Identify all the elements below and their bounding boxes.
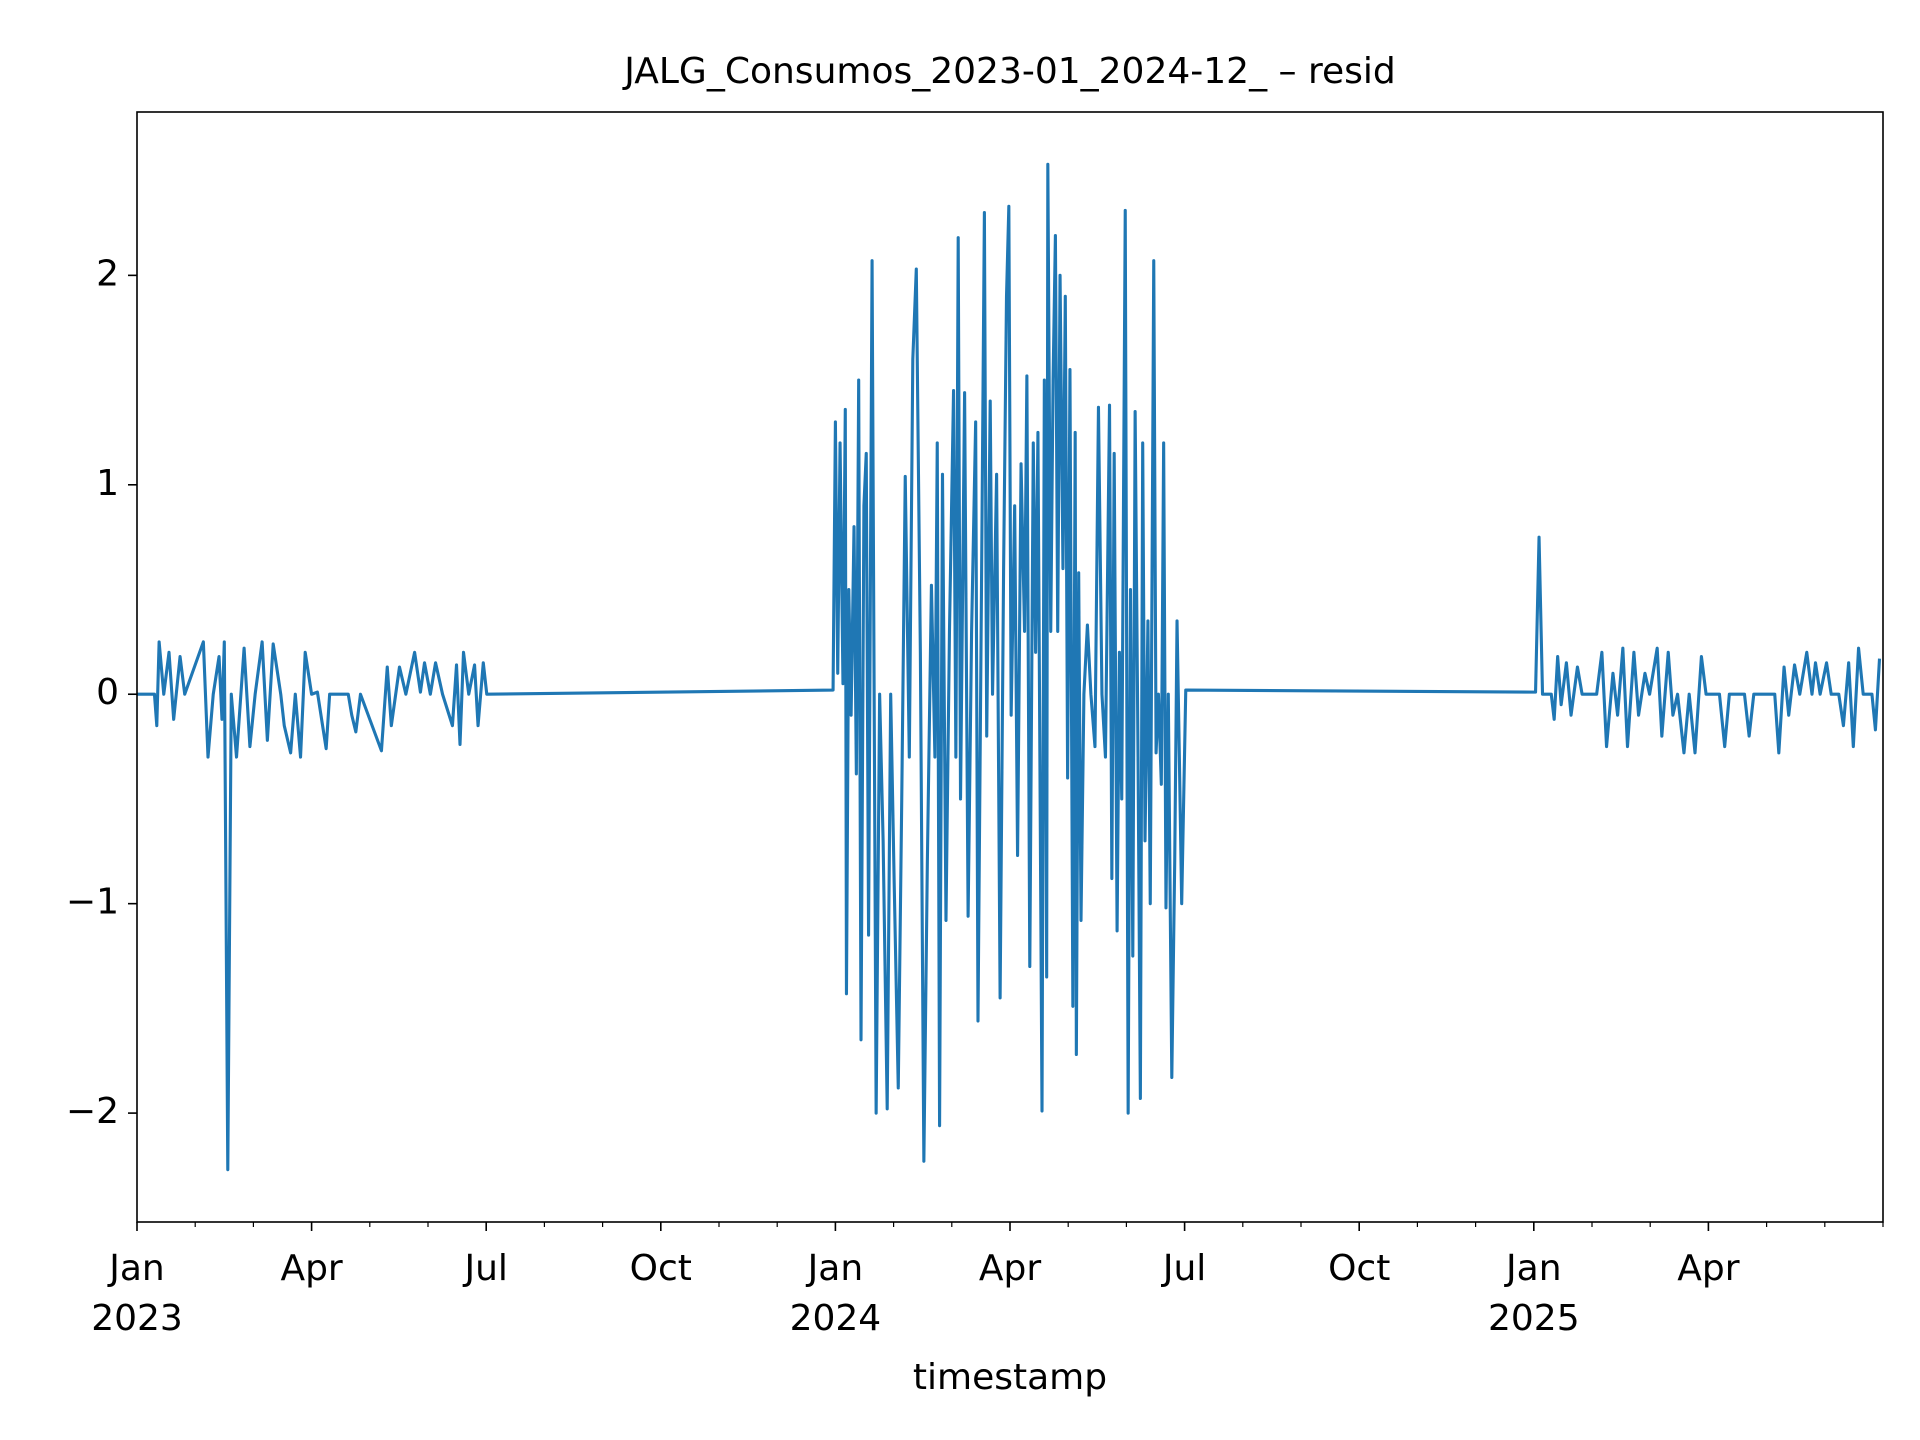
x-tick-label: Oct <box>1328 1248 1390 1289</box>
y-tick-label: −1 <box>66 882 119 923</box>
x-tick-label: Apr <box>1677 1248 1739 1289</box>
x-tick-label: Jan 2024 <box>790 1248 882 1339</box>
y-tick-label: 0 <box>96 672 119 713</box>
x-tick-label: Oct <box>630 1248 692 1289</box>
x-tick-label: Jan 2025 <box>1488 1248 1580 1339</box>
chart-title: JALG_Consumos_2023-01_2024-12_ – resid <box>622 51 1395 92</box>
y-tick-label: 2 <box>96 253 119 294</box>
x-tick-label: Jul <box>1161 1248 1206 1289</box>
x-axis-label: timestamp <box>913 1357 1107 1398</box>
x-tick-label: Apr <box>280 1248 342 1289</box>
y-tick-label: −2 <box>66 1091 119 1132</box>
x-tick-label: Apr <box>979 1248 1041 1289</box>
plot-frame <box>136 111 1884 1223</box>
data-line <box>137 162 1882 1172</box>
x-tick-label: Jul <box>462 1248 507 1289</box>
x-tick-label: Jan 2023 <box>91 1248 183 1339</box>
y-tick-label: 1 <box>96 463 119 504</box>
